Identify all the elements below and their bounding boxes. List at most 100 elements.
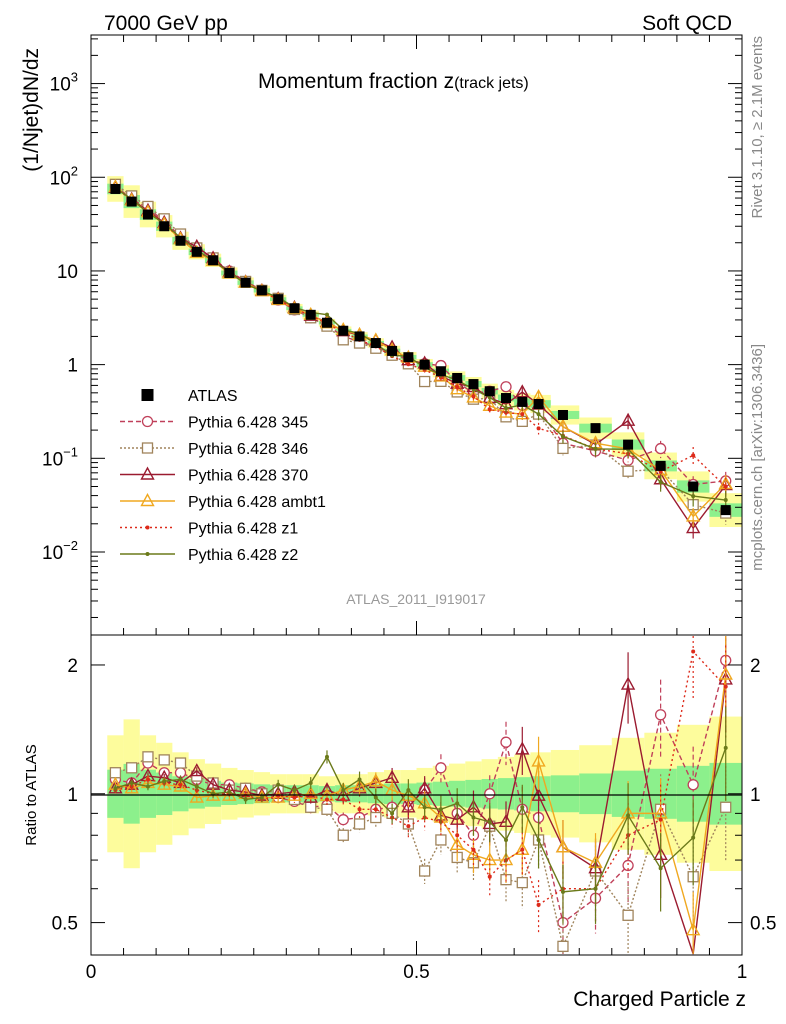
atlas-data-point xyxy=(590,423,601,434)
legend-label-0: Pythia 6.428 345 xyxy=(188,415,308,432)
atlas-data-point xyxy=(623,439,634,450)
ratio-band-inner xyxy=(139,769,157,818)
legend-label-atlas: ATLAS xyxy=(188,388,238,405)
series-3-ratio-point xyxy=(555,839,571,853)
atlas-data-point xyxy=(435,366,446,377)
series-4-main-point xyxy=(520,412,525,417)
series-5-ratio-point xyxy=(504,837,509,842)
series-5-ratio-point xyxy=(691,835,696,840)
series-1-ratio-point xyxy=(174,757,187,769)
series-5-ratio-point xyxy=(406,788,411,793)
ratio-ytick-label-right: 1 xyxy=(750,785,761,806)
series-1-main-point xyxy=(557,442,569,455)
series-2-main-point xyxy=(515,384,530,398)
series-1-ratio-point xyxy=(720,801,732,813)
series-4-ratio-point xyxy=(357,807,362,812)
series-5-ratio-point xyxy=(341,788,346,793)
series-0-ratio-point xyxy=(687,779,699,791)
atlas-data-point xyxy=(468,379,479,390)
series-0-ratio-point xyxy=(500,736,512,748)
series-5-ratio-point xyxy=(292,788,297,793)
series-5-ratio-point xyxy=(658,866,663,871)
ratio-ytick-label-left: 0.5 xyxy=(52,914,78,935)
series-1-ratio-point xyxy=(418,865,431,877)
legend-label-1: Pythia 6.428 346 xyxy=(188,441,308,458)
plot-title-sub: (track jets) xyxy=(454,75,529,92)
series-5-ratio-point xyxy=(357,777,362,782)
series-2-ratio-point xyxy=(515,741,530,755)
series-5-main-point xyxy=(504,406,509,411)
series-5-main-point xyxy=(593,446,598,451)
series-4-ratio-point xyxy=(471,847,476,852)
y-axis-label-main: (1/Njet)dN/dz xyxy=(20,48,43,172)
series-1-ratio-point xyxy=(142,751,154,763)
series-4-ratio-point xyxy=(455,833,460,838)
series-5-ratio-point xyxy=(593,886,598,891)
series-4-ratio-point xyxy=(658,817,663,822)
series-5-ratio-point xyxy=(373,795,378,800)
ratio-ytick-label-left: 2 xyxy=(67,656,78,677)
series-4-ratio-point xyxy=(520,847,525,852)
series-0-ratio-point xyxy=(435,762,447,774)
series-1-main-line xyxy=(115,183,726,514)
series-5-main-point xyxy=(723,498,728,503)
series-5-ratio-point xyxy=(487,819,492,824)
series-1-main-point xyxy=(622,465,634,477)
atlas-data-point xyxy=(655,460,666,471)
legend: ATLAS Pythia 6.428 345 Pythia 6.428 346 Pyt… xyxy=(120,388,326,564)
series-5-ratio-point xyxy=(324,754,329,759)
legend-label-4: Pythia 6.428 z1 xyxy=(188,521,298,538)
atlas-data-point xyxy=(159,221,170,232)
series-2-ratio-point xyxy=(450,811,465,825)
series-1-ratio-point xyxy=(109,767,122,779)
xtick-label: 0.5 xyxy=(403,962,429,983)
series-5-main-point xyxy=(487,395,492,400)
ratio-ytick-label-left: 1 xyxy=(67,785,78,806)
ratio-ytick-label-right: 0.5 xyxy=(750,914,776,935)
series-1-ratio-point xyxy=(435,834,447,846)
analysis-id: ATLAS_2011_I919017 xyxy=(346,591,486,607)
series-1-ratio-point xyxy=(557,940,569,953)
series-4-ratio-point xyxy=(341,797,346,802)
series-4-ratio-point xyxy=(406,824,411,829)
series-3-ratio-point xyxy=(189,789,204,803)
series-0-ratio-point xyxy=(484,788,496,800)
series-2-main-point xyxy=(620,412,636,426)
ratio-band-inner xyxy=(579,773,612,815)
atlas-data-point xyxy=(256,285,267,296)
series-4-main-point xyxy=(691,453,696,458)
legend-label-3: Pythia 6.428 ambt1 xyxy=(188,494,326,511)
main-ytick-label: 1 xyxy=(67,356,78,377)
series-5-main xyxy=(113,185,728,512)
series-4-main-point xyxy=(455,385,460,390)
atlas-data-point xyxy=(273,294,284,305)
series-4-ratio-point xyxy=(373,807,378,812)
series-5-ratio-point xyxy=(162,779,167,784)
series-3-main-point xyxy=(515,406,530,420)
ratio-band-inner xyxy=(123,763,140,824)
series-5-ratio-point xyxy=(308,780,313,785)
series-4-ratio-point xyxy=(276,793,281,798)
series-1-main-point xyxy=(418,375,431,388)
series-1-ratio-point xyxy=(305,801,317,813)
main-ytick-label: 10 xyxy=(57,262,78,283)
series-0-ratio-point xyxy=(337,814,349,826)
series-3-ratio-point xyxy=(498,852,514,866)
series-1-ratio-point xyxy=(370,811,382,824)
series-4-ratio-line xyxy=(115,650,727,906)
ratio-band-inner xyxy=(550,775,580,813)
series-5-main-point xyxy=(691,494,696,499)
series-3-ratio-point xyxy=(718,666,733,680)
atlas-data-point xyxy=(338,325,349,336)
series-5-main-point xyxy=(536,412,541,417)
series-3-ratio-point xyxy=(368,773,383,787)
atlas-data-point xyxy=(370,338,381,349)
atlas-data-point xyxy=(557,409,568,420)
series-5-ratio-point xyxy=(390,811,395,816)
atlas-data-point xyxy=(240,277,251,288)
ratio-band-inner xyxy=(432,781,450,806)
series-4-ratio-point xyxy=(178,782,183,787)
main-ytick-label: 10−2 xyxy=(42,538,78,564)
xtick-label: 0 xyxy=(86,962,97,983)
